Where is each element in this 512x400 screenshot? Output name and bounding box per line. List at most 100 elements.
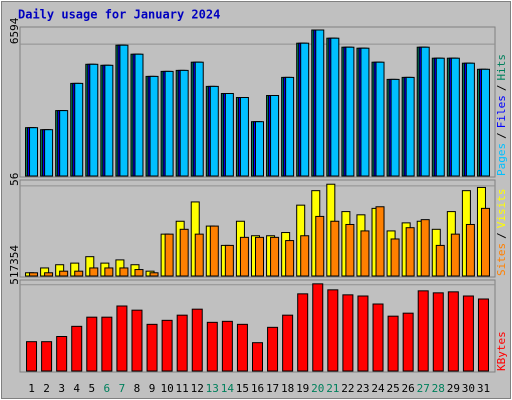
legend: Sites / Visits [495, 189, 508, 277]
legend-separator: / [495, 232, 508, 239]
legend-separator: / [495, 132, 508, 139]
x-tick-label: 15 [236, 382, 249, 395]
bar [134, 269, 144, 277]
legend-entry: Sites [495, 243, 508, 276]
bar [360, 47, 370, 177]
bar [270, 95, 280, 177]
bar [285, 76, 295, 177]
x-tick-label: 28 [432, 382, 445, 395]
x-tick-label: 9 [149, 382, 156, 395]
legend-entry: Hits [495, 54, 508, 81]
bar [101, 316, 113, 372]
bar [255, 236, 264, 277]
bar [252, 342, 263, 372]
y-tick-label: 6594 [8, 17, 21, 44]
chart-title: Daily usage for January 2024 [18, 8, 220, 22]
bar [86, 316, 98, 372]
bar [315, 29, 325, 177]
bar [417, 290, 429, 372]
x-tick-label: 18 [281, 382, 294, 395]
bar [405, 76, 415, 177]
x-tick-label: 19 [296, 382, 309, 395]
bar [146, 323, 158, 372]
bar [224, 93, 234, 177]
bar [330, 37, 340, 177]
bar [131, 309, 143, 372]
x-tick-label: 8 [134, 382, 141, 395]
x-tick-label: 4 [73, 382, 80, 395]
x-tick-label: 1 [28, 382, 35, 395]
bar [29, 127, 39, 177]
bar [405, 227, 415, 277]
legend-entry: KBytes [495, 331, 508, 371]
bar [59, 270, 69, 277]
bar [342, 294, 354, 372]
bar [327, 289, 339, 372]
bar [239, 236, 249, 277]
bar [26, 341, 38, 372]
x-tick-label: 3 [58, 382, 65, 395]
bar [194, 233, 204, 277]
bar [149, 272, 159, 277]
bar [465, 223, 475, 277]
bar [357, 295, 369, 372]
legend-entry: Pages [495, 143, 508, 176]
x-tick-label: 14 [221, 382, 235, 395]
bar [224, 244, 234, 277]
bar [149, 75, 159, 177]
y-tick-label: 517354 [8, 245, 21, 285]
bar [29, 272, 39, 277]
bar [74, 270, 84, 277]
bar [312, 283, 324, 372]
bar [161, 319, 173, 372]
legend: KBytes [495, 331, 508, 371]
bar [236, 323, 248, 372]
bar [300, 235, 310, 277]
x-tick-label: 29 [447, 382, 460, 395]
bar [209, 85, 219, 177]
bar [59, 110, 69, 177]
bar [465, 62, 475, 177]
bar [330, 220, 340, 277]
x-tick-label: 25 [386, 382, 399, 395]
y-tick-label: 56 [8, 173, 21, 186]
x-tick-label: 26 [402, 382, 415, 395]
bar [41, 341, 53, 372]
bar [179, 228, 189, 277]
bar [104, 64, 114, 177]
bar [420, 219, 430, 277]
bar [116, 305, 128, 372]
x-tick-label: 22 [341, 382, 354, 395]
x-tick-label: 27 [417, 382, 430, 395]
x-tick-label: 2 [43, 382, 50, 395]
bar [300, 42, 310, 177]
bar [221, 320, 233, 372]
x-tick-label: 12 [191, 382, 204, 395]
bar [206, 321, 218, 372]
bar [360, 230, 370, 277]
bar [402, 312, 414, 372]
bar [435, 57, 445, 177]
x-tick-label: 7 [119, 382, 126, 395]
x-tick-label: 21 [326, 382, 339, 395]
x-tick-label: 16 [251, 382, 264, 395]
bar [375, 206, 385, 277]
bar [176, 314, 188, 372]
bar [480, 68, 490, 177]
bar [420, 46, 430, 177]
x-tick-label: 10 [160, 382, 173, 395]
bar [390, 238, 400, 277]
bar [432, 292, 444, 372]
bar [71, 325, 83, 372]
x-tick-label: 20 [311, 382, 324, 395]
x-tick-label: 6 [104, 382, 111, 395]
legend-entry: Files [495, 95, 508, 128]
bar [462, 295, 474, 372]
x-tick-label: 30 [462, 382, 475, 395]
bar [297, 293, 309, 372]
bar [447, 291, 459, 372]
bar [89, 63, 99, 177]
x-tick-label: 17 [266, 382, 279, 395]
bar [89, 267, 99, 277]
